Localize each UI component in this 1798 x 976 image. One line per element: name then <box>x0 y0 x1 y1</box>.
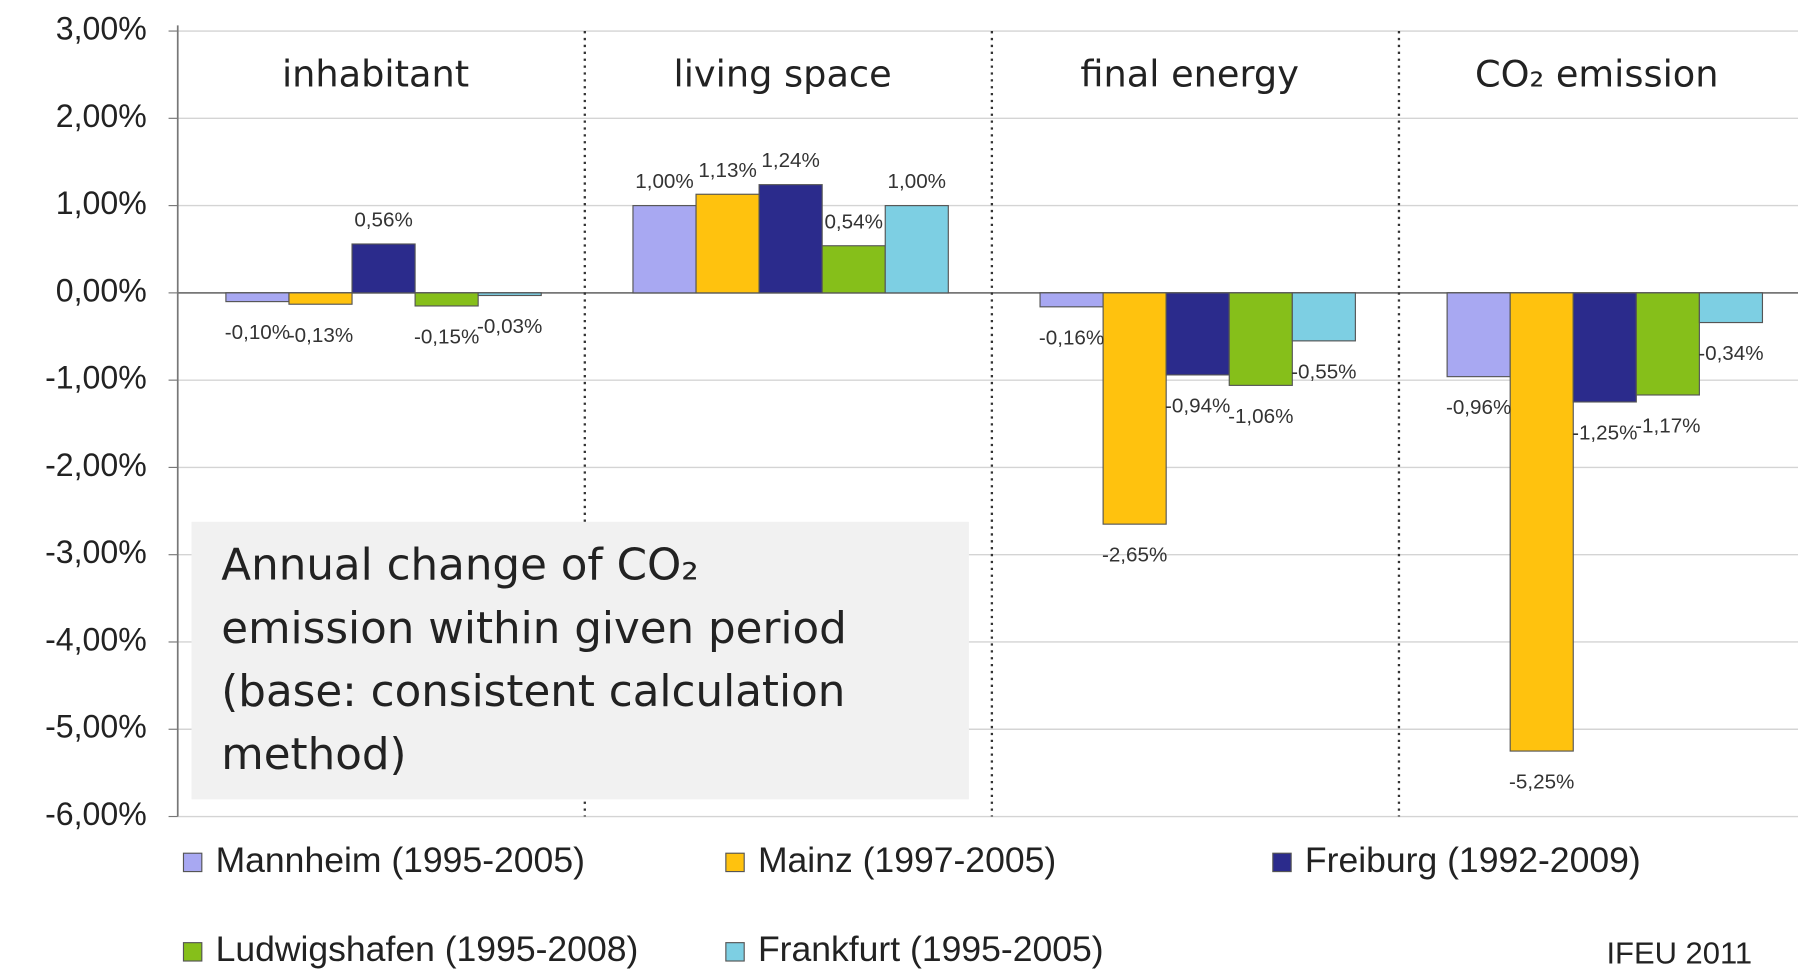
value-label: -0,10% <box>225 321 290 344</box>
bars <box>225 184 1764 752</box>
bar <box>884 205 949 294</box>
bar <box>1635 292 1700 396</box>
annotation-line: method) <box>221 730 406 780</box>
y-tick-label: 1,00% <box>56 185 147 221</box>
bar <box>414 292 479 307</box>
legend-label: Ludwigshafen (1995-2008) <box>216 929 639 969</box>
bar <box>1228 292 1293 386</box>
legend-swatch <box>725 942 745 962</box>
legend-label: Mannheim (1995-2005) <box>216 840 585 880</box>
y-tick-label: -1,00% <box>45 360 147 396</box>
category-label: inhabitant <box>282 52 469 95</box>
bar <box>1446 292 1511 378</box>
value-label: -2,65% <box>1102 544 1167 567</box>
value-label: 0,54% <box>824 210 882 233</box>
value-label: -0,16% <box>1039 326 1104 349</box>
y-tick-label: -5,00% <box>45 709 147 745</box>
bar <box>1698 292 1764 324</box>
value-label: 1,24% <box>761 149 819 172</box>
legend-swatch <box>182 852 203 873</box>
value-label: -0,55% <box>1291 360 1356 383</box>
bar <box>695 193 760 294</box>
legend-label: Frankfurt (1995-2005) <box>758 929 1104 969</box>
y-tick-label: -6,00% <box>45 796 147 832</box>
value-label: -0,03% <box>477 315 542 338</box>
annotation-line: emission within given period <box>221 604 847 654</box>
value-label: 0,56% <box>354 209 412 232</box>
labels: -6,00% -5,00% -4,00% -3,00% -2,00% -1,00% 0,00… <box>45 11 1764 971</box>
y-tick-label: -3,00% <box>45 534 147 570</box>
y-tick-label: 0,00% <box>56 272 147 308</box>
value-label: -5,25% <box>1509 771 1574 794</box>
y-tick-label: 2,00% <box>56 98 147 134</box>
bar <box>477 292 542 297</box>
value-label: -0,96% <box>1446 396 1511 419</box>
value-label: -0,13% <box>288 324 353 347</box>
category-label: living space <box>674 52 892 95</box>
value-label: -0,34% <box>1698 342 1763 365</box>
value-label: -1,06% <box>1228 405 1293 428</box>
value-label: -0,15% <box>414 326 479 349</box>
source: IFEU 2011 <box>1606 935 1752 970</box>
value-label: 1,00% <box>888 170 946 193</box>
bar <box>1509 292 1574 752</box>
y-tick-label: 3,00% <box>56 11 147 47</box>
legend-swatch <box>725 852 745 873</box>
category-label: CO₂ emission <box>1475 52 1719 95</box>
bar <box>1165 292 1230 376</box>
bar <box>225 292 290 303</box>
annotation-line: (base: consistent calculation <box>221 667 845 717</box>
legend-label: Freiburg (1992-2009) <box>1305 840 1641 880</box>
y-tick-label: -2,00% <box>45 447 147 483</box>
bar <box>288 292 353 305</box>
value-label: 1,13% <box>698 159 756 182</box>
bar <box>821 245 886 294</box>
bar <box>758 184 823 294</box>
bar <box>1572 292 1637 403</box>
legend-swatch <box>182 942 203 962</box>
value-label: 1,00% <box>635 170 693 193</box>
bar <box>1039 292 1104 308</box>
value-label: -0,94% <box>1165 394 1230 417</box>
annotation-line: Annual change of CO₂ <box>221 541 698 591</box>
y-tick-label: -4,00% <box>45 621 147 657</box>
legend-label: Mainz (1997-2005) <box>758 840 1056 880</box>
bar <box>1291 292 1356 342</box>
legend-swatch <box>1272 852 1292 873</box>
bar <box>632 205 697 294</box>
bar <box>351 243 416 294</box>
annotation-box <box>191 521 969 800</box>
value-label: -1,17% <box>1635 415 1700 438</box>
category-label: final energy <box>1080 52 1299 95</box>
value-label: -1,25% <box>1572 422 1637 445</box>
bar <box>1102 292 1167 525</box>
